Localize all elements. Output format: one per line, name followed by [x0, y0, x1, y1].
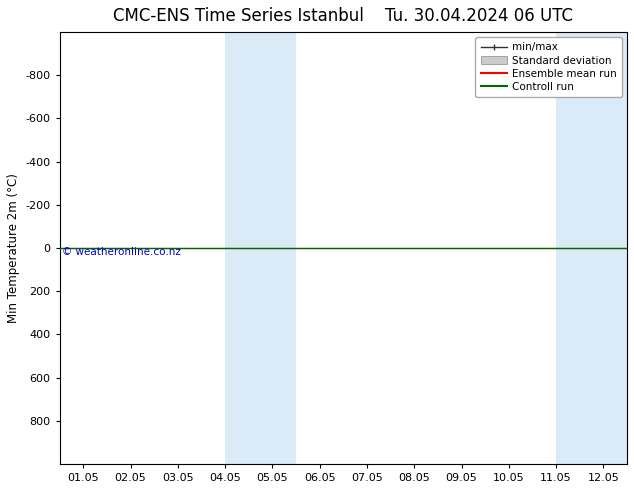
Legend: min/max, Standard deviation, Ensemble mean run, Controll run: min/max, Standard deviation, Ensemble me…	[476, 37, 622, 97]
Bar	[556, 32, 627, 464]
Text: © weatheronline.co.nz: © weatheronline.co.nz	[62, 246, 181, 257]
Bar	[225, 32, 296, 464]
Y-axis label: Min Temperature 2m (°C): Min Temperature 2m (°C)	[7, 173, 20, 323]
Title: CMC-ENS Time Series Istanbul    Tu. 30.04.2024 06 UTC: CMC-ENS Time Series Istanbul Tu. 30.04.2…	[113, 7, 573, 25]
